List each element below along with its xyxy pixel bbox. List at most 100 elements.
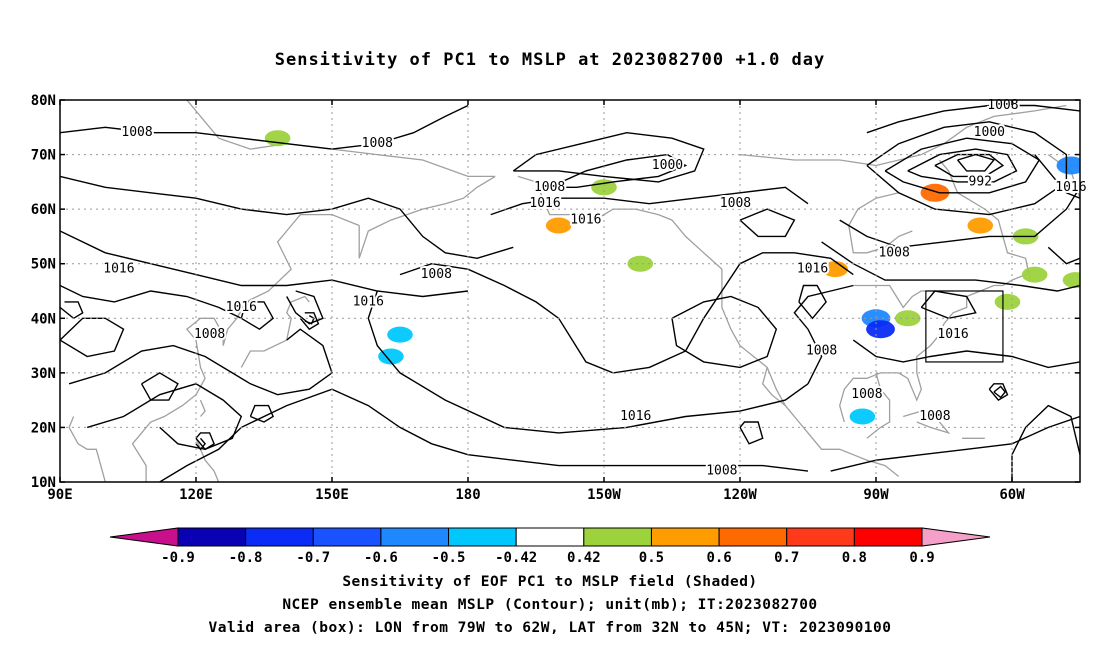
coastline-18	[68, 416, 106, 482]
lat-label-4: 40N	[31, 311, 56, 327]
mslp-contour-9	[159, 388, 809, 482]
lon-label-2: 150E	[315, 487, 349, 503]
lon-label-1: 120E	[179, 487, 213, 503]
coastline-10	[866, 372, 891, 439]
colorbar-label-8: 0.6	[706, 550, 731, 566]
sensitivity-patch-17	[1062, 272, 1080, 289]
mslp-contour-27	[299, 312, 320, 331]
colorbar-label-2: -0.7	[296, 550, 330, 566]
valid-area-rectangle	[925, 290, 1004, 363]
lon-label-5: 120W	[723, 487, 757, 503]
contour-label-17: 1008	[706, 464, 737, 479]
sensitivity-patch-16	[1056, 156, 1080, 175]
caption-line-3: Valid area (box): LON from 79W to 62W, L…	[208, 620, 892, 636]
colorbar-high-triangle	[921, 527, 991, 547]
contour-label-4: 1016	[529, 196, 560, 211]
contour-label-10: 1016	[353, 294, 384, 309]
mslp-contour-20	[839, 186, 1080, 249]
sensitivity-patch-13	[994, 293, 1021, 310]
coastline-15	[921, 104, 1067, 156]
sensitivity-patch-11	[920, 183, 950, 202]
coastline-4	[240, 295, 310, 368]
coastline-1	[358, 175, 496, 259]
contour-label-11: 1008	[194, 327, 225, 342]
mslp-contour-19	[957, 153, 996, 172]
sensitivity-patch-9	[849, 408, 876, 425]
contour-label-0: 1008	[121, 125, 152, 140]
colorbar-swatch-0	[177, 527, 247, 547]
colorbar-label-3: -0.6	[364, 550, 398, 566]
sensitivity-patch-15	[1021, 266, 1048, 283]
colorbar-label-6: 0.42	[567, 550, 601, 566]
colorbar-swatch-2	[312, 527, 382, 547]
lat-label-5: 30N	[31, 366, 56, 382]
colorbar-label-11: 0.9	[909, 550, 934, 566]
coastline-8	[761, 367, 786, 407]
sensitivity-patch-2	[378, 348, 404, 365]
caption-line-1: Sensitivity of EOF PC1 to MSLP field (Sh…	[342, 574, 758, 590]
mslp-contour-17	[907, 148, 1018, 183]
colorbar-swatch-1	[245, 527, 314, 547]
contour-label-21: 992	[969, 174, 992, 189]
mslp-contour-5	[549, 153, 688, 189]
mslp-contour-24	[68, 328, 333, 396]
lon-label-4: 150W	[587, 487, 621, 503]
mslp-contour-10	[793, 284, 854, 385]
mslp-contour-31	[249, 404, 274, 423]
mslp-contour-37	[60, 301, 84, 320]
coastline-3	[131, 317, 224, 482]
colorbar-label-1: -0.8	[229, 550, 263, 566]
mslp-contour-33	[988, 383, 1009, 402]
lon-label-7: 60W	[999, 487, 1025, 503]
mslp-contour-11	[852, 339, 1080, 369]
mslp-contour-28	[304, 314, 315, 325]
contour-label-18: 1008	[919, 409, 950, 424]
contour-labels: 1008100810001008101610161008100810161016…	[101, 96, 1088, 481]
mslp-contour-13	[1011, 404, 1080, 482]
colorbar-label-10: 0.8	[842, 550, 867, 566]
sensitivity-patch-5	[627, 255, 654, 272]
colorbar-swatch-10	[853, 527, 923, 547]
colorbar-label-0: -0.9	[161, 550, 195, 566]
mslp-contour-40	[739, 208, 796, 238]
coastline-0	[186, 100, 496, 178]
contour-label-16: 1016	[620, 409, 651, 424]
colorbar-swatch-5	[515, 527, 585, 547]
mslp-contour-25	[86, 383, 243, 451]
coastline-7	[517, 175, 900, 478]
sensitivity-patch-6	[822, 261, 848, 278]
mslp-contour-6	[367, 290, 809, 434]
mslp-contour-14	[866, 104, 1080, 134]
mslp-contour-8	[671, 295, 778, 369]
contour-label-22: 1008	[878, 245, 909, 260]
contour-label-1: 1008	[362, 136, 393, 151]
gridlines	[60, 100, 1080, 482]
mslp-contour-7	[399, 252, 854, 374]
lat-label-1: 70N	[31, 148, 56, 164]
contour-label-20: 1000	[974, 125, 1005, 140]
colorbar-label-9: 0.7	[774, 550, 799, 566]
lon-label-6: 90W	[863, 487, 889, 503]
mslp-contour-12	[830, 415, 1080, 472]
mslp-contour-30	[195, 437, 207, 451]
contour-label-2: 1000	[652, 158, 683, 173]
mslp-contour-35	[140, 372, 179, 401]
map-title: Sensitivity of PC1 to MSLP at 2023082700…	[274, 50, 826, 70]
mslp-contour-29	[195, 432, 215, 451]
mslp-contour-22	[1034, 154, 1080, 199]
colorbar-label-7: 0.5	[639, 550, 664, 566]
mslp-contour-layer	[60, 104, 1080, 482]
colorbar-swatch-9	[786, 527, 855, 547]
colorbar: -0.9 -0.8 -0.7 -0.6 -0.5 -0.42 0.42 0.5 0.6 0.7 0.…	[109, 527, 991, 566]
coastline-layer	[68, 100, 1080, 482]
contour-label-3: 1008	[534, 180, 565, 195]
lat-label-6: 20N	[31, 420, 56, 436]
contour-label-13: 1008	[806, 344, 837, 359]
valid-area-box	[925, 290, 1004, 363]
contour-label-12: 1016	[797, 262, 828, 277]
mslp-contour-18	[934, 153, 1005, 178]
lat-label-3: 50N	[31, 257, 56, 273]
mslp-contour-42	[1047, 246, 1080, 265]
colorbar-low-triangle	[109, 527, 179, 547]
